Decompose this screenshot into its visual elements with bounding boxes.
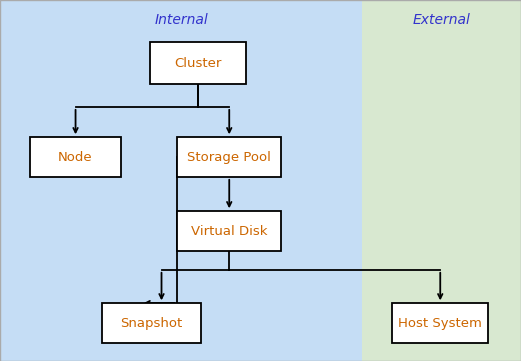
Text: Cluster: Cluster <box>175 57 221 70</box>
Text: Storage Pool: Storage Pool <box>188 151 271 164</box>
FancyBboxPatch shape <box>102 303 201 343</box>
FancyBboxPatch shape <box>150 43 246 84</box>
Text: External: External <box>413 13 470 27</box>
Text: Node: Node <box>58 151 93 164</box>
FancyBboxPatch shape <box>30 137 121 177</box>
FancyBboxPatch shape <box>177 137 281 177</box>
Bar <box>362 0 521 361</box>
FancyBboxPatch shape <box>177 211 281 251</box>
Text: Host System: Host System <box>399 317 482 330</box>
Text: Virtual Disk: Virtual Disk <box>191 225 267 238</box>
Text: Internal: Internal <box>154 13 208 27</box>
Bar <box>0 0 362 361</box>
Text: Snapshot: Snapshot <box>120 317 182 330</box>
FancyBboxPatch shape <box>392 303 489 343</box>
